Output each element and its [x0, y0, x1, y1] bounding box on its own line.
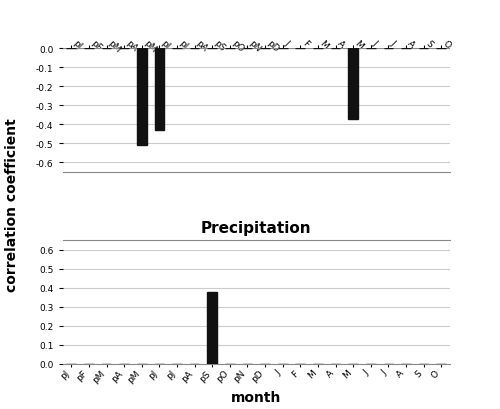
- X-axis label: month: month: [231, 390, 281, 404]
- Bar: [137, 49, 146, 146]
- Bar: [154, 49, 164, 131]
- Bar: [208, 292, 217, 364]
- Text: correlation coefficient: correlation coefficient: [5, 118, 19, 291]
- Bar: [348, 49, 358, 119]
- Title: Precipitation: Precipitation: [201, 220, 312, 235]
